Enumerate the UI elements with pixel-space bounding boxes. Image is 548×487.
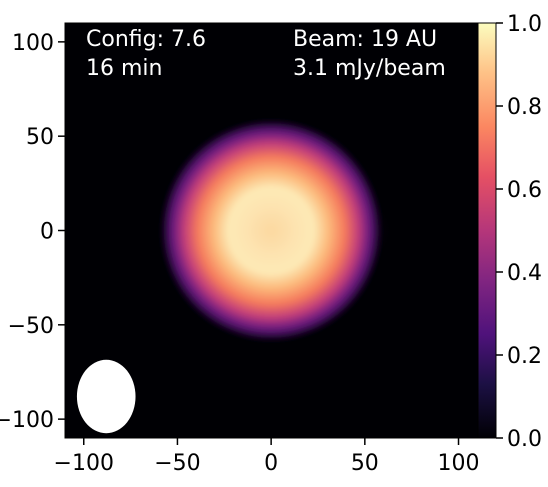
y-tick-label: 100 (12, 31, 54, 56)
noise-annotation: 3.1 mJy/beam (293, 56, 446, 81)
y-tick-label: −100 (0, 408, 54, 433)
x-tick-label: −50 (154, 451, 200, 476)
colorbar-ticks: 0.0 0.2 0.4 0.6 0.8 1.0 (477, 12, 542, 452)
source-disk (159, 119, 383, 342)
source-emission (159, 119, 395, 342)
x-tick-label: −100 (54, 451, 114, 476)
colorbar-tick-label: 0.2 (507, 344, 542, 369)
beam-ellipse (76, 359, 136, 434)
y-tick-label: 0 (40, 220, 54, 245)
colorbar-tick-label: 0.4 (507, 261, 542, 286)
heatmap-panel (64, 22, 479, 439)
colorbar-gradient (478, 23, 496, 438)
config-annotation: Config: 7.6 (86, 27, 206, 52)
x-tick-label: 50 (351, 451, 379, 476)
colorbar-frame (477, 22, 497, 439)
colorbar-tick-label: 0.0 (507, 427, 542, 452)
beam-annotation: Beam: 19 AU (293, 27, 437, 52)
x-tick-label: 0 (264, 451, 278, 476)
colorbar: 0.0 0.2 0.4 0.6 0.8 1.0 (477, 12, 542, 452)
y-axis: 100 50 0 −50 −100 (0, 31, 65, 433)
x-axis: −100 −50 0 50 100 (54, 438, 480, 476)
time-annotation: 16 min (86, 56, 162, 81)
y-tick-label: −50 (8, 314, 54, 339)
colorbar-tick-label: 0.8 (507, 95, 542, 120)
y-tick-label: 50 (26, 125, 54, 150)
x-tick-label: 100 (438, 451, 480, 476)
colorbar-tick-label: 0.6 (507, 178, 542, 203)
colorbar-tick-label: 1.0 (507, 12, 542, 37)
